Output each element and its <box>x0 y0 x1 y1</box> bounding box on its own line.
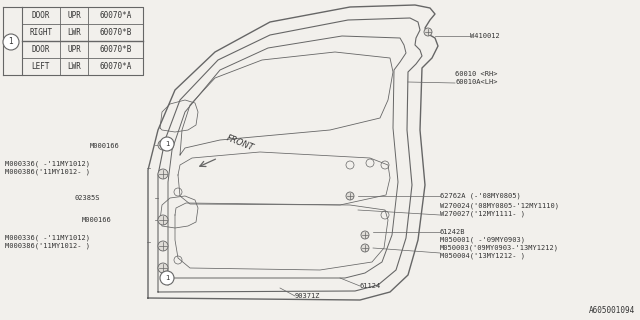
Text: M000166: M000166 <box>83 217 112 223</box>
Circle shape <box>361 231 369 239</box>
Text: UPR: UPR <box>67 11 81 20</box>
Text: W270024('08MY0805-'12MY1110)
W270027('12MY1111- ): W270024('08MY0805-'12MY1110) W270027('12… <box>440 203 559 217</box>
Text: LWR: LWR <box>67 62 81 71</box>
Text: RIGHT: RIGHT <box>29 28 52 37</box>
Text: A605001094: A605001094 <box>589 306 635 315</box>
Text: M000336( -'11MY1012)
M000386('11MY1012- ): M000336( -'11MY1012) M000386('11MY1012- … <box>5 161 90 175</box>
Text: 60010 <RH>
60010A<LH>: 60010 <RH> 60010A<LH> <box>455 71 497 85</box>
Text: M000166: M000166 <box>90 143 120 149</box>
Text: 61124: 61124 <box>360 283 381 289</box>
Text: 02385S: 02385S <box>74 195 100 201</box>
Text: M050001( -'09MY0903)
M050003('09MY0903-'13MY1212)
M050004('13MY1212- ): M050001( -'09MY0903) M050003('09MY0903-'… <box>440 237 559 259</box>
Circle shape <box>158 263 168 273</box>
Text: 62762A (-'08MY0805): 62762A (-'08MY0805) <box>440 193 521 199</box>
Circle shape <box>160 271 174 285</box>
Circle shape <box>160 137 174 151</box>
Circle shape <box>158 169 168 179</box>
Circle shape <box>158 215 168 225</box>
Text: LEFT: LEFT <box>32 62 51 71</box>
Circle shape <box>424 28 432 36</box>
Text: LWR: LWR <box>67 28 81 37</box>
Text: 60070*A: 60070*A <box>99 11 132 20</box>
Text: 90371Z: 90371Z <box>295 293 321 299</box>
Text: 60070*B: 60070*B <box>99 45 132 54</box>
Text: W410012: W410012 <box>470 33 500 39</box>
Text: DOOR: DOOR <box>32 45 51 54</box>
Text: 1: 1 <box>164 275 169 281</box>
Text: 60070*A: 60070*A <box>99 62 132 71</box>
Text: DOOR: DOOR <box>32 11 51 20</box>
Circle shape <box>346 192 354 200</box>
Text: 1: 1 <box>164 141 169 147</box>
Text: 1: 1 <box>8 37 13 46</box>
Circle shape <box>3 34 19 50</box>
Circle shape <box>158 241 168 251</box>
Text: 61242B: 61242B <box>440 229 465 235</box>
Text: 60070*B: 60070*B <box>99 28 132 37</box>
Text: UPR: UPR <box>67 45 81 54</box>
Circle shape <box>158 140 168 150</box>
Text: FRONT: FRONT <box>225 134 255 153</box>
Circle shape <box>361 244 369 252</box>
Text: M000336( -'11MY1012)
M000386('11MY1012- ): M000336( -'11MY1012) M000386('11MY1012- … <box>5 235 90 249</box>
